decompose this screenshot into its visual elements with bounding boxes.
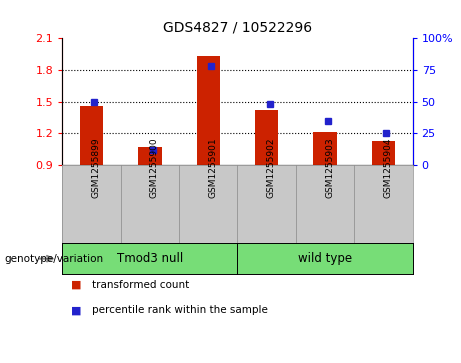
Text: ■: ■: [71, 305, 82, 315]
Text: GSM1255899: GSM1255899: [91, 137, 100, 198]
Text: genotype/variation: genotype/variation: [5, 254, 104, 264]
Text: wild type: wild type: [298, 252, 352, 265]
Bar: [80, 106, 103, 165]
Bar: [196, 56, 220, 165]
Title: GDS4827 / 10522296: GDS4827 / 10522296: [163, 20, 312, 34]
Text: Tmod3 null: Tmod3 null: [117, 252, 183, 265]
Text: GSM1255904: GSM1255904: [384, 137, 392, 198]
Bar: [138, 147, 161, 165]
Bar: [372, 141, 395, 165]
Text: ■: ■: [71, 280, 82, 290]
Bar: [255, 110, 278, 165]
Text: GSM1255900: GSM1255900: [150, 137, 159, 198]
Text: GSM1255903: GSM1255903: [325, 137, 334, 198]
Text: GSM1255901: GSM1255901: [208, 137, 217, 198]
Text: percentile rank within the sample: percentile rank within the sample: [92, 305, 268, 315]
Text: transformed count: transformed count: [92, 280, 189, 290]
Bar: [313, 132, 337, 165]
Text: GSM1255902: GSM1255902: [266, 137, 276, 198]
